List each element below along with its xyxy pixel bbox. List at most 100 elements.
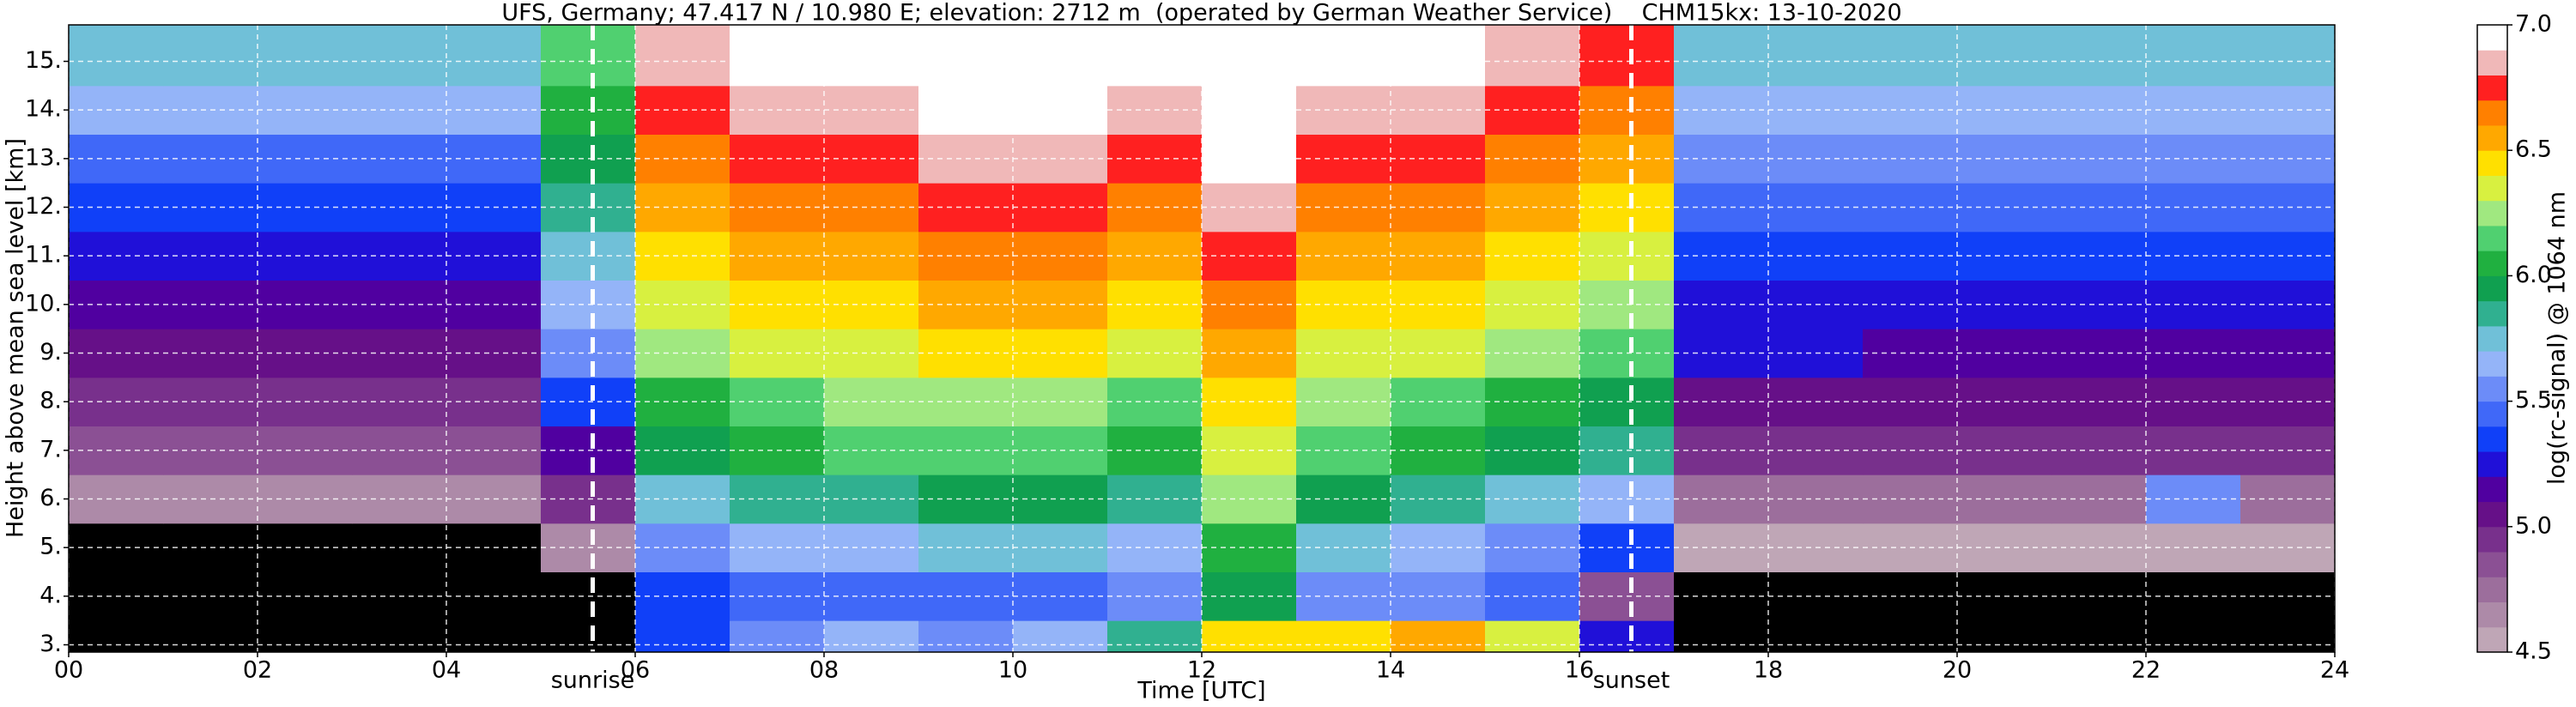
- colorbar-tick-label: 5.0: [2515, 512, 2552, 539]
- x-tick-label: 04: [432, 657, 461, 684]
- heatmap-cell: [352, 620, 447, 653]
- heatmap-cell: [1391, 620, 1486, 653]
- heatmap-cell: [163, 25, 258, 87]
- colorbar-swatch: [2477, 100, 2507, 126]
- y-tick-label: 4.: [39, 582, 62, 608]
- heatmap-cell: [1013, 620, 1108, 653]
- heatmap-cell: [730, 620, 825, 653]
- heatmap-cell: [352, 25, 447, 87]
- colorbar-swatch: [2477, 476, 2507, 503]
- colorbar-swatch: [2477, 251, 2507, 276]
- heatmap-cell: [1013, 25, 1108, 87]
- colorbar-swatch: [2477, 376, 2507, 402]
- x-tick-label: 02: [243, 657, 272, 684]
- heatmap-cell: [1863, 620, 1958, 653]
- y-tick-label: 12.: [25, 193, 62, 220]
- colorbar-swatch: [2477, 225, 2507, 251]
- colorbar-tick-label: 7.0: [2515, 11, 2552, 38]
- heatmap-cell: [69, 620, 164, 653]
- colorbar-swatch: [2477, 25, 2507, 51]
- x-tick-label: 22: [2131, 657, 2161, 684]
- colorbar-swatch: [2477, 501, 2507, 528]
- heatmap-cell: [635, 620, 730, 653]
- heatmap-cell: [1957, 620, 2052, 653]
- y-axis-label: Height above mean sea level [km]: [3, 138, 29, 538]
- plot-frame: [68, 24, 2336, 653]
- heatmap-cell: [1485, 620, 1580, 653]
- x-tick-label: 10: [998, 657, 1027, 684]
- colorbar-swatch: [2477, 50, 2507, 76]
- heatmap-cell: [258, 25, 353, 87]
- heatmap-cell: [2240, 25, 2336, 87]
- heatmap-cell: [163, 620, 258, 653]
- heatmap-cell: [1768, 25, 1864, 87]
- heatmap-cell: [918, 620, 1014, 653]
- colorbar-swatch: [2477, 325, 2507, 352]
- y-tick-label: 14.: [25, 96, 62, 123]
- colorbar-swatch: [2477, 626, 2507, 653]
- heatmap-cell: [918, 25, 1014, 87]
- colorbar-swatch: [2477, 275, 2507, 302]
- y-tick-label: 5.: [39, 534, 62, 560]
- x-tick-label: 24: [2320, 657, 2349, 684]
- heatmap-cell: [1107, 620, 1203, 653]
- x-tick-label: 20: [1943, 657, 1972, 684]
- x-tick-label: 06: [621, 657, 650, 684]
- x-tick-label: 16: [1565, 657, 1594, 684]
- colorbar-swatch: [2477, 552, 2507, 577]
- colorbar-tick-label: 6.5: [2515, 136, 2552, 163]
- colorbar-tick-label: 4.5: [2515, 638, 2552, 665]
- heatmap-cell: [446, 25, 542, 87]
- heatmap-cell: [824, 620, 919, 653]
- heatmap-cell: [2052, 620, 2147, 653]
- heatmap-cell: [824, 25, 919, 87]
- y-tick-label: 9.: [39, 339, 62, 366]
- x-tick-label: 12: [1187, 657, 1216, 684]
- heatmap-cell: [730, 25, 825, 87]
- y-tick-label: 15.: [25, 47, 62, 74]
- y-tick-label: 11.: [25, 242, 62, 269]
- heatmap-cell: [1768, 620, 1864, 653]
- heatmap-cell: [635, 25, 730, 87]
- colorbar-swatch: [2477, 200, 2507, 227]
- colorbar-label: log(rc-signal) @ 1064 nm: [2544, 191, 2571, 485]
- x-tick-label: 00: [54, 657, 83, 684]
- heatmap-cell: [1674, 25, 1769, 87]
- y-tick-label: 6.: [39, 485, 62, 511]
- heatmap-cell: [69, 25, 164, 87]
- heatmap-cell: [1863, 25, 1958, 87]
- colorbar-swatch: [2477, 175, 2507, 202]
- colorbar-swatch: [2477, 601, 2507, 628]
- colorbar-swatch: [2477, 451, 2507, 477]
- heatmap-cell: [1202, 25, 1297, 87]
- colorbar-swatch: [2477, 75, 2507, 101]
- heatmap-cell: [1202, 620, 1297, 653]
- colorbar-tick-label: 6.0: [2515, 262, 2552, 288]
- heatmap-cell: [2052, 25, 2147, 87]
- colorbar-swatch: [2477, 577, 2507, 603]
- heatmap-cell: [1107, 25, 1203, 87]
- y-tick-label: 3.: [39, 631, 62, 657]
- heatmap-cell: [2146, 25, 2241, 87]
- heatmap-cell: [1391, 25, 1486, 87]
- heatmap-cell: [541, 620, 636, 653]
- colorbar-tick-label: 5.5: [2515, 387, 2552, 414]
- sun-label: sunrise: [551, 668, 635, 694]
- heatmap-cell: [1296, 620, 1391, 653]
- colorbar-swatch: [2477, 124, 2507, 151]
- x-tick-label: 08: [809, 657, 839, 684]
- y-tick-label: 13.: [25, 144, 62, 171]
- x-tick-label: 18: [1754, 657, 1783, 684]
- colorbar-frame: [2476, 24, 2508, 653]
- y-tick-label: 7.: [39, 436, 62, 462]
- heatmap-cell: [446, 620, 542, 653]
- colorbar-swatch: [2477, 351, 2507, 377]
- heatmap-cell: [1485, 25, 1580, 87]
- heatmap-cell: [1957, 25, 2052, 87]
- sun-label: sunset: [1593, 668, 1670, 694]
- colorbar-swatch: [2477, 401, 2507, 427]
- chart-title: UFS, Germany; 47.417 N / 10.980 E; eleva…: [501, 0, 1901, 27]
- heatmap-cell: [1674, 620, 1769, 653]
- heatmap-cell: [2146, 620, 2241, 653]
- x-tick-label: 14: [1376, 657, 1405, 684]
